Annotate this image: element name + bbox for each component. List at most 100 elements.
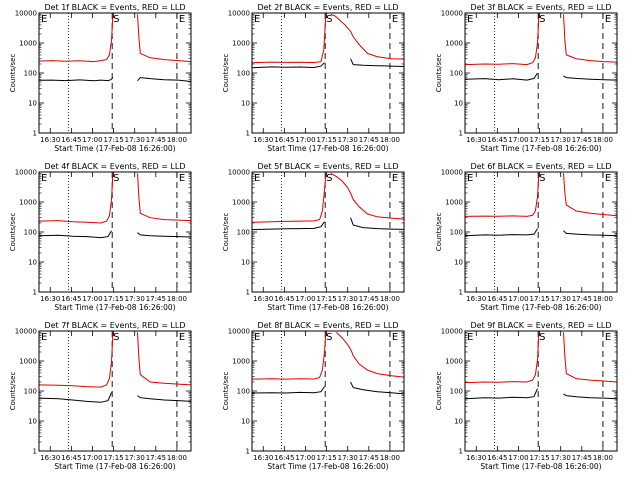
lld-series-line-pre <box>465 332 540 384</box>
y-tick-label: 10000 <box>228 169 250 177</box>
x-tick-label: 17:45 <box>146 295 166 303</box>
y-axis-title: Counts/sec <box>222 372 230 411</box>
y-tick-label: 100 <box>450 229 463 237</box>
plot-frame <box>251 171 405 293</box>
end-marker: E <box>179 173 185 184</box>
events-series-line-post <box>350 58 404 67</box>
x-tick-label: 17:30 <box>551 136 571 144</box>
x-axis-title: Start Time (17-Feb-08 16:26:00) <box>54 303 175 312</box>
x-tick-label: 16:30 <box>253 295 273 303</box>
y-tick-label: 1 <box>246 448 250 456</box>
plot-frame <box>38 12 192 134</box>
y-tick-label: 1000 <box>445 40 463 48</box>
x-tick-label: 16:45 <box>487 136 507 144</box>
panel-det-4: Det 4f BLACK = Events, RED = LLD 1 10 100 10… <box>9 162 192 312</box>
x-tick-label: 18:00 <box>593 136 613 144</box>
x-tick-label: 17:45 <box>572 295 592 303</box>
panel-title: Det 2f BLACK = Events, RED = LLD <box>257 3 398 12</box>
panel-det-3: Det 3f BLACK = Events, RED = LLD 1 10 100 10… <box>435 3 618 153</box>
x-axis-title: Start Time (17-Feb-08 16:26:00) <box>54 144 175 153</box>
x-tick-label: 17:30 <box>125 295 145 303</box>
end-marker-left: E <box>41 173 47 184</box>
panel-det-8: Det 8f BLACK = Events, RED = LLD 1 10 100 10… <box>222 321 405 471</box>
panel-title: Det 7f BLACK = Events, RED = LLD <box>44 321 185 330</box>
x-tick-label: 17:45 <box>359 295 379 303</box>
x-tick-label: 17:45 <box>572 136 592 144</box>
y-tick-label: 10 <box>241 100 250 108</box>
end-marker-left: E <box>254 173 260 184</box>
events-series-line-pre <box>465 388 538 400</box>
y-tick-label: 10000 <box>441 328 463 336</box>
y-tick-label: 1 <box>246 130 250 138</box>
events-series-line-post <box>137 232 191 238</box>
x-tick-label: 16:45 <box>487 295 507 303</box>
x-axis-title: Start Time (17-Feb-08 16:26:00) <box>480 144 601 153</box>
plot-frame <box>464 171 618 293</box>
x-tick-label: 17:30 <box>551 295 571 303</box>
end-marker: E <box>179 332 185 343</box>
x-tick-label: 16:30 <box>253 454 273 462</box>
x-axis-title: Start Time (17-Feb-08 16:26:00) <box>480 303 601 312</box>
end-marker-left: E <box>41 14 47 25</box>
panel-det-7: Det 7f BLACK = Events, RED = LLD 1 10 100 10… <box>9 321 192 471</box>
y-tick-label: 10 <box>241 259 250 267</box>
x-tick-label: 16:30 <box>253 136 273 144</box>
start-marker: S <box>326 14 332 25</box>
y-tick-label: 1000 <box>232 199 250 207</box>
panel-title: Det 4f BLACK = Events, RED = LLD <box>44 162 185 171</box>
y-tick-label: 1000 <box>19 199 37 207</box>
x-tick-label: 16:30 <box>40 454 60 462</box>
end-marker: E <box>392 173 398 184</box>
x-tick-label: 17:15 <box>529 136 549 144</box>
x-tick-label: 17:45 <box>146 136 166 144</box>
x-tick-label: 17:45 <box>359 136 379 144</box>
x-tick-label: 17:00 <box>82 136 102 144</box>
x-axis-title: Start Time (17-Feb-08 16:26:00) <box>54 462 175 471</box>
x-tick-label: 16:45 <box>274 454 294 462</box>
x-tick-label: 17:15 <box>316 136 336 144</box>
x-axis-title: Start Time (17-Feb-08 16:26:00) <box>267 462 388 471</box>
x-tick-label: 16:30 <box>466 295 486 303</box>
x-tick-label: 17:00 <box>508 136 528 144</box>
events-series-line-post <box>563 75 617 81</box>
x-tick-label: 16:45 <box>61 295 81 303</box>
y-tick-label: 100 <box>237 229 250 237</box>
end-marker: E <box>392 14 398 25</box>
y-tick-label: 10 <box>454 259 463 267</box>
x-tick-label: 17:00 <box>295 295 315 303</box>
x-tick-label: 16:30 <box>466 454 486 462</box>
events-series-line-pre <box>252 62 325 69</box>
lld-series-line-post <box>330 172 404 220</box>
y-tick-label: 100 <box>24 388 37 396</box>
x-tick-label: 16:30 <box>40 136 60 144</box>
events-series-line-pre <box>252 221 325 231</box>
x-tick-label: 16:30 <box>40 295 60 303</box>
y-tick-label: 1 <box>33 448 37 456</box>
x-tick-label: 18:00 <box>167 454 187 462</box>
y-tick-label: 10000 <box>441 169 463 177</box>
events-series-line-pre <box>465 72 538 81</box>
plot-frame <box>38 330 192 452</box>
x-tick-label: 16:30 <box>466 136 486 144</box>
start-marker: S <box>326 332 332 343</box>
panel-det-1: Det 1f BLACK = Events, RED = LLD 1 10 100 10… <box>9 3 192 153</box>
y-tick-label: 1000 <box>232 40 250 48</box>
lld-series-line-post <box>137 332 191 386</box>
y-tick-label: 10000 <box>441 10 463 18</box>
x-tick-label: 17:15 <box>103 454 123 462</box>
x-tick-label: 17:00 <box>82 295 102 303</box>
events-series-line-post <box>137 77 191 82</box>
y-tick-label: 10 <box>28 259 37 267</box>
events-series-line-pre <box>39 230 112 239</box>
y-tick-label: 10 <box>454 418 463 426</box>
plot-frame <box>251 330 405 452</box>
panel-title: Det 5f BLACK = Events, RED = LLD <box>257 162 398 171</box>
y-tick-label: 100 <box>24 70 37 78</box>
y-tick-label: 10000 <box>15 169 37 177</box>
y-tick-label: 10000 <box>228 10 250 18</box>
lld-series-line-post <box>137 173 191 222</box>
y-axis-title: Counts/sec <box>435 372 443 411</box>
panel-det-2: Det 2f BLACK = Events, RED = LLD 1 10 100 10… <box>222 3 405 153</box>
start-marker: S <box>326 173 332 184</box>
